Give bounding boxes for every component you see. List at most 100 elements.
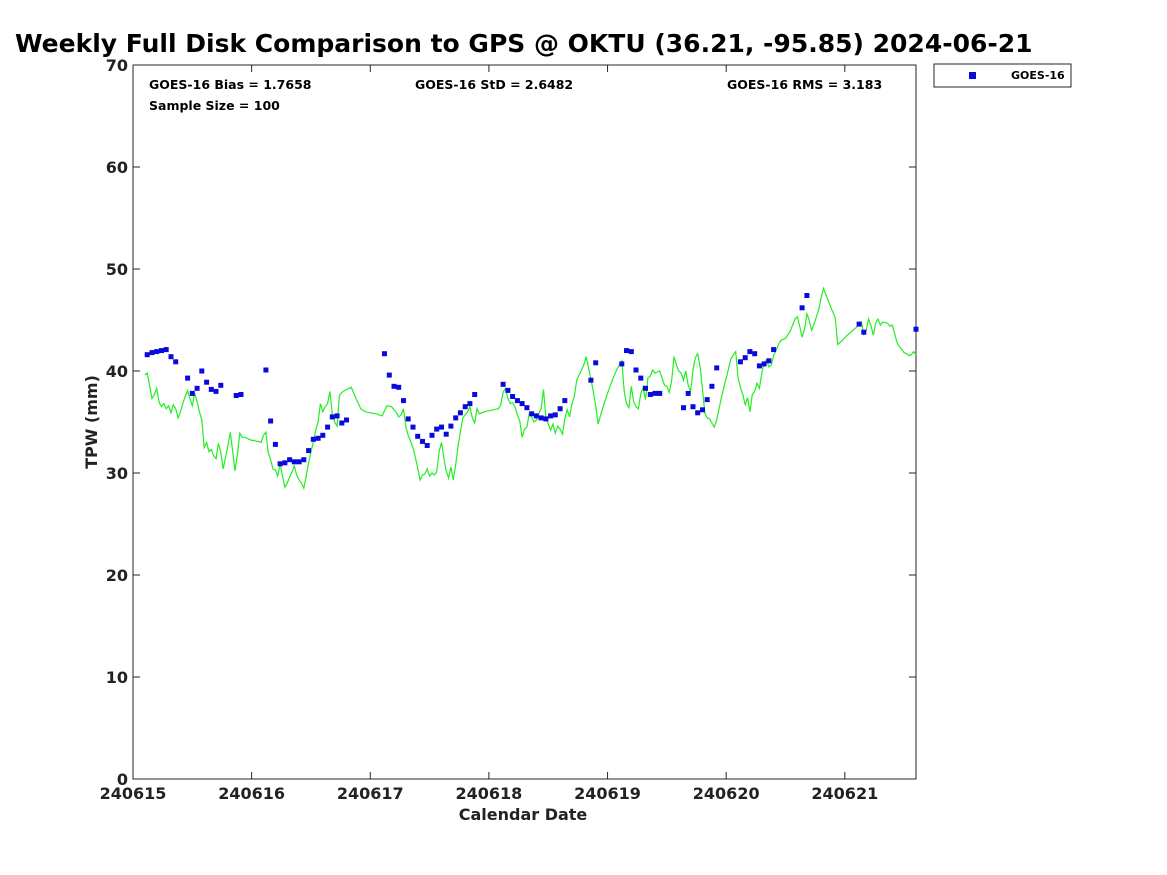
gps-line-series <box>144 286 917 491</box>
goes16-point <box>448 423 454 429</box>
y-tick-label: 0 <box>117 770 128 789</box>
goes16-point <box>628 349 634 355</box>
goes16-point <box>681 405 686 411</box>
goes16-point <box>771 347 777 353</box>
goes16-point <box>638 375 644 381</box>
goes16-point <box>861 329 867 335</box>
goes16-point <box>752 351 758 357</box>
goes16-point <box>643 385 648 391</box>
goes16-point <box>462 404 468 410</box>
goes16-point <box>204 379 210 385</box>
chart-title: Weekly Full Disk Comparison to GPS @ OKT… <box>15 29 1033 58</box>
goes16-point <box>633 367 639 373</box>
goes16-point <box>704 397 710 403</box>
goes16-point <box>277 461 283 467</box>
goes16-point <box>287 457 293 463</box>
legend: GOES-16 <box>933 63 1072 88</box>
goes16-point <box>709 383 715 389</box>
goes16-point <box>657 390 663 396</box>
goes16-point <box>443 431 449 437</box>
goes16-point <box>263 367 269 373</box>
goes16-point <box>268 418 274 424</box>
goes16-point <box>453 415 459 421</box>
y-tick-label: 40 <box>106 362 128 381</box>
goes16-point <box>552 412 558 418</box>
goes16-point <box>913 326 919 332</box>
goes16-point <box>189 390 195 396</box>
goes16-point <box>282 460 288 466</box>
goes16-point <box>804 293 810 298</box>
goes16-point <box>168 354 174 360</box>
goes16-point <box>429 432 435 438</box>
goes16-point <box>519 401 525 407</box>
x-tick-label: 240616 <box>218 784 285 803</box>
y-tick-label: 20 <box>106 566 128 585</box>
goes16-point <box>386 372 392 378</box>
x-tick-label: 240621 <box>811 784 878 803</box>
std-text: GOES-16 StD = 2.6482 <box>415 77 573 92</box>
goes16-point <box>619 361 625 367</box>
goes16-point <box>548 413 554 419</box>
goes16-point <box>344 417 349 423</box>
goes16-point <box>700 407 705 413</box>
goes16-point <box>562 398 568 404</box>
goes16-point <box>320 432 326 438</box>
goes16-point <box>500 381 506 387</box>
goes16-point <box>396 384 402 390</box>
goes16-point <box>524 405 530 411</box>
goes16-point <box>624 348 629 354</box>
goes16-point <box>199 368 205 374</box>
x-tick-label: 240618 <box>456 784 523 803</box>
y-axis-label: TPW (mm) <box>82 375 101 469</box>
legend-marker-goes16 <box>969 72 976 79</box>
goes16-point <box>339 420 345 426</box>
goes16-point <box>593 360 599 366</box>
goes16-point <box>194 385 200 391</box>
goes16-point <box>467 401 473 407</box>
sample-size-text: Sample Size = 100 <box>149 98 280 113</box>
goes16-point <box>213 388 219 394</box>
goes16-point <box>163 347 169 353</box>
goes16-point <box>325 424 331 430</box>
legend-box <box>933 63 1072 88</box>
x-tick-label: 240620 <box>693 784 760 803</box>
goes16-point <box>514 398 520 404</box>
y-axis: 0 10 20 30 40 50 60 70 <box>106 56 916 789</box>
goes16-point <box>538 415 544 421</box>
goes16-point <box>652 390 658 396</box>
goes16-point <box>747 349 753 355</box>
goes16-point <box>420 438 425 444</box>
goes16-point <box>685 390 691 396</box>
goes16-point <box>401 398 406 404</box>
goes16-point <box>334 413 340 419</box>
goes16-point <box>742 355 748 361</box>
goes16-point <box>647 392 653 397</box>
goes16-point <box>149 350 155 356</box>
goes16-point <box>296 459 302 465</box>
goes16-point <box>457 410 463 416</box>
goes16-point <box>415 433 421 439</box>
rms-text: GOES-16 RMS = 3.183 <box>727 77 882 92</box>
goes16-point <box>310 436 316 442</box>
goes16-point <box>737 359 743 365</box>
goes16-point <box>272 441 278 447</box>
goes16-point <box>301 457 307 463</box>
y-tick-label: 60 <box>106 158 128 177</box>
goes16-point <box>799 305 805 311</box>
goes16-point <box>439 424 444 430</box>
goes16-point <box>391 383 397 389</box>
goes16-point <box>238 392 244 397</box>
goes16-point <box>173 359 179 365</box>
goes16-point <box>382 351 387 357</box>
goes16-point <box>756 363 762 369</box>
goes16-point <box>557 406 563 412</box>
goes16-point <box>159 348 164 354</box>
goes16-scatter-series <box>144 293 919 467</box>
y-tick-label: 50 <box>106 260 128 279</box>
goes16-point <box>291 459 297 465</box>
goes16-point <box>510 394 516 399</box>
goes16-point <box>329 414 335 420</box>
goes16-point <box>695 410 701 416</box>
y-tick-label: 10 <box>106 668 128 687</box>
